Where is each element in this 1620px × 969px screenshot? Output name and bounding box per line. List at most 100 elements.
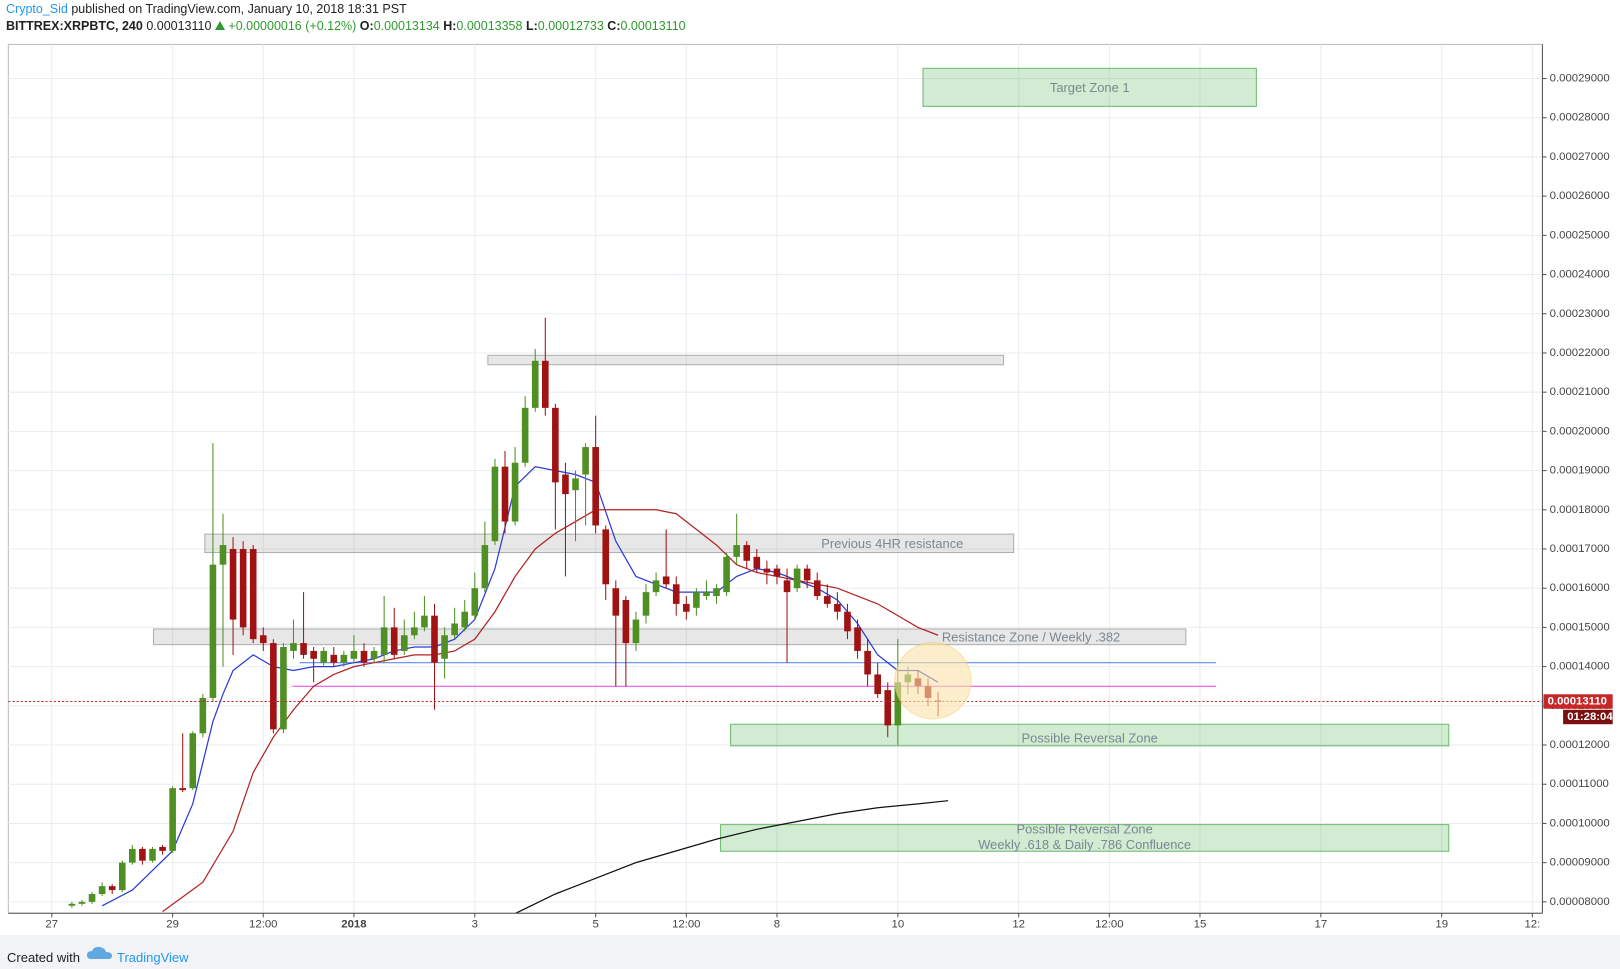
candle-body: [219, 545, 227, 565]
y-tick-label: 0.00010000: [1550, 817, 1610, 829]
x-tick-label: 2018: [341, 919, 366, 931]
candle-body: [703, 592, 710, 597]
candle-body: [159, 846, 166, 851]
candle-body: [108, 886, 116, 891]
candle-body: [642, 592, 650, 616]
symbol: BITTREX:XRPBTC, 240: [6, 19, 143, 33]
candle-body: [199, 697, 207, 734]
candle-body: [834, 603, 841, 612]
zone: [730, 723, 1450, 747]
ohlc-label: H:: [443, 19, 457, 33]
y-tick-label: 0.00028000: [1550, 112, 1610, 124]
y-tick-label: 0.00016000: [1550, 582, 1610, 594]
candle-body: [491, 466, 499, 542]
candle-body: [572, 478, 579, 491]
y-tick-label: 0.00029000: [1550, 73, 1610, 85]
ohlc-label: L:: [525, 19, 538, 33]
countdown-box: [1563, 709, 1613, 725]
countdown: 01:28:04: [1567, 711, 1613, 723]
zone-label: Possible Reversal Zone: [1016, 822, 1152, 837]
candle-body: [179, 788, 187, 791]
zone-label: Target Zone 1: [1050, 80, 1130, 95]
candle-body: [88, 894, 96, 902]
candle-body: [844, 611, 851, 632]
candle-body: [451, 623, 458, 636]
candle-body: [803, 568, 811, 581]
zone: [204, 533, 1015, 554]
last-price-box: [1543, 694, 1613, 709]
y-tick-label: 0.00014000: [1550, 661, 1610, 673]
y-tick-label: 0.00008000: [1550, 896, 1610, 908]
candle-body: [582, 447, 589, 475]
candle-body: [139, 848, 146, 861]
ohlc-value: 0.00013134: [373, 19, 440, 33]
ohlc-label: O:: [359, 19, 374, 33]
candle-body: [209, 564, 217, 698]
header: Crypto_Sid published on TradingView.com,…: [6, 1, 686, 35]
candle-body: [340, 654, 348, 663]
candle-body: [239, 548, 247, 628]
x-tick-label: 12:: [1524, 919, 1540, 931]
zone-label: Previous 4HR resistance: [821, 536, 963, 551]
candle-body: [602, 529, 610, 585]
candle-body: [290, 643, 297, 651]
ohlc-value: 0.00012733: [537, 19, 604, 33]
candle-body: [441, 635, 448, 659]
y-tick-label: 0.00023000: [1550, 308, 1610, 320]
x-tick-label: 27: [45, 919, 58, 931]
candle-body: [411, 627, 418, 636]
candle-body: [380, 627, 388, 655]
x-tick-label: 12:00: [249, 919, 277, 931]
y-tick-label: 0.00012000: [1550, 739, 1610, 751]
candle-body: [682, 603, 690, 612]
candle-body: [501, 466, 509, 522]
zone: [720, 824, 1450, 852]
y-tick-label: 0.00017000: [1550, 543, 1610, 555]
x-tick-label: 12:00: [1095, 919, 1123, 931]
y-tick-label: 0.00027000: [1550, 151, 1610, 163]
candle-body: [390, 627, 398, 655]
zone: [487, 354, 1005, 366]
candle-body: [270, 643, 277, 730]
footer: Created with TradingView: [0, 935, 1620, 969]
candle-body: [370, 650, 378, 659]
candle-body: [612, 588, 620, 616]
candle-body: [562, 474, 569, 495]
zone-label: Weekly .618 & Daily .786 Confluence: [978, 837, 1191, 852]
x-tick-label: 12: [1012, 919, 1025, 931]
candle-body: [622, 599, 630, 644]
candle-body: [471, 588, 479, 616]
candle-body: [632, 619, 640, 644]
candle-body: [78, 901, 86, 904]
candle-body: [733, 545, 740, 557]
x-tick-label: 17: [1315, 919, 1328, 931]
logo: [87, 946, 112, 959]
last-price-label: 0.00013110: [1548, 696, 1607, 708]
candle-body: [461, 611, 469, 628]
candle-body: [421, 615, 428, 628]
y-tick-label: 0.00022000: [1550, 347, 1610, 359]
candle-body: [249, 548, 257, 640]
footer-brand[interactable]: TradingView: [117, 950, 189, 965]
y-tick-label: 0.00020000: [1550, 425, 1610, 437]
ohlc-value: 0.00013110: [620, 19, 686, 33]
footer-text: Created with: [7, 950, 80, 965]
y-tick-label: 0.00026000: [1550, 190, 1610, 202]
candle-body: [541, 360, 549, 408]
candle-body: [149, 848, 156, 861]
candle-body: [280, 647, 287, 730]
x-tick-label: 10: [891, 919, 904, 931]
candle-body: [400, 635, 408, 651]
candle-body: [511, 462, 519, 522]
candle-body: [330, 654, 338, 663]
candle-body: [531, 360, 539, 408]
author[interactable]: Crypto_Sid: [6, 2, 68, 16]
highlight-circle: [894, 642, 972, 720]
candle-body: [743, 545, 751, 561]
y-tick-label: 0.00019000: [1550, 465, 1610, 477]
candle-body: [98, 886, 106, 895]
candle-body: [360, 650, 368, 663]
y-tick-label: 0.00015000: [1550, 621, 1610, 633]
header-line-2: BITTREX:XRPBTC, 240 0.00013110 +0.000000…: [6, 18, 686, 35]
